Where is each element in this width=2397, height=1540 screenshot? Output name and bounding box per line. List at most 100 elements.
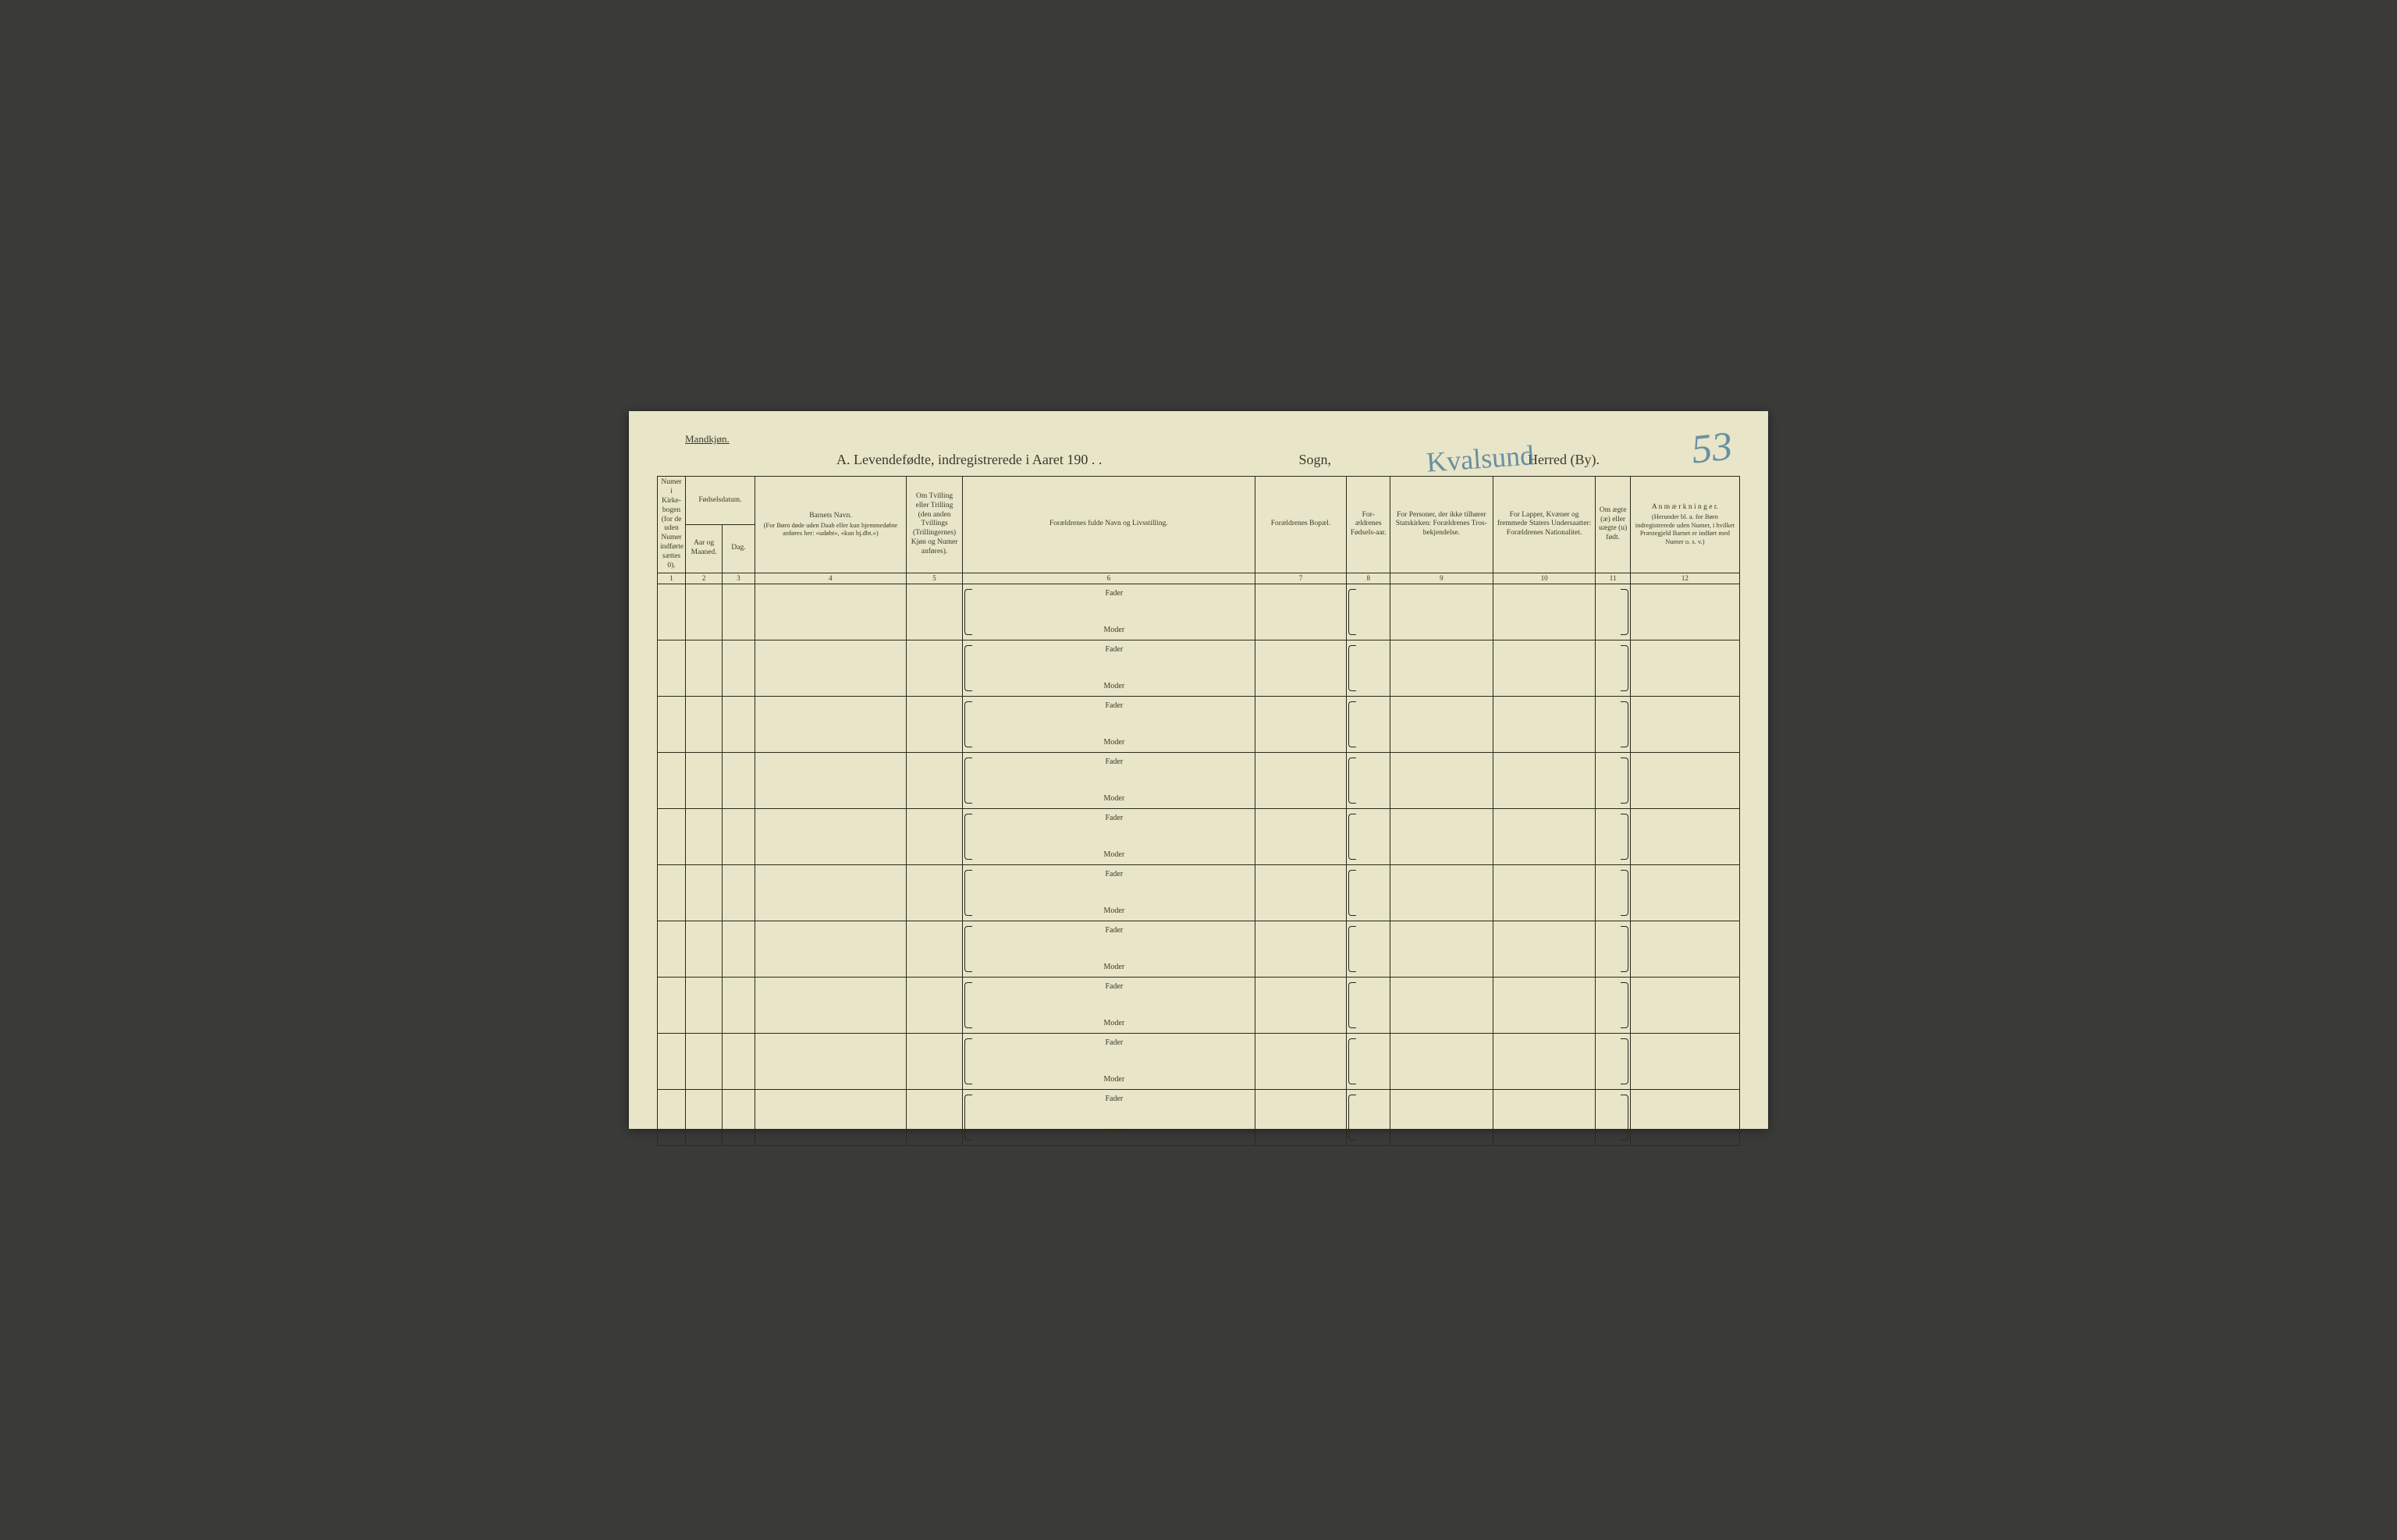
- cell: [723, 640, 755, 697]
- fader-label: Fader: [976, 645, 1252, 655]
- cell: [755, 584, 906, 640]
- parent-labels: Fader Moder: [965, 1095, 1252, 1141]
- cell: Fader Moder: [963, 978, 1255, 1034]
- cell: [686, 1090, 723, 1146]
- moder-label: Moder: [976, 1019, 1252, 1029]
- moder-label: Moder: [976, 907, 1252, 917]
- brace-icon: [964, 701, 972, 747]
- cell: [906, 978, 962, 1034]
- cell: [906, 1034, 962, 1090]
- brace-icon: [964, 982, 972, 1028]
- cell: [1596, 753, 1630, 809]
- parent-labels: FaderModer: [965, 926, 1252, 973]
- cell: [658, 809, 686, 865]
- brace-icon: [964, 589, 972, 635]
- cell: [1347, 753, 1390, 809]
- cell: [723, 921, 755, 978]
- colnum-3: 3: [723, 573, 755, 584]
- col-header-12: A n m æ r k n i n g e r. (Herunder bl. a…: [1630, 477, 1739, 573]
- colnum-8: 8: [1347, 573, 1390, 584]
- col-header-2-3-top: Fødselsdatum.: [686, 477, 755, 525]
- moder-label: Moder: [976, 963, 1252, 973]
- cell: [1347, 809, 1390, 865]
- cell: [1255, 640, 1347, 697]
- fader-label: Fader: [976, 701, 1252, 711]
- cell: [1630, 865, 1739, 921]
- colnum-4: 4: [755, 573, 906, 584]
- cell: [1255, 809, 1347, 865]
- cell: [1347, 640, 1390, 697]
- cell: [686, 584, 723, 640]
- cell: [1630, 978, 1739, 1034]
- colnum-2: 2: [686, 573, 723, 584]
- brace-icon: [1348, 814, 1356, 860]
- col-header-2-sub: Aar og Maaned.: [686, 524, 723, 573]
- colnum-11: 11: [1596, 573, 1630, 584]
- parent-labels: FaderModer: [965, 589, 1252, 636]
- col4-sub: (For Børn døde uden Daab eller kun hjemm…: [758, 521, 904, 538]
- fader-label: Fader: [976, 1095, 1252, 1105]
- cell: [906, 1090, 962, 1146]
- cell: [658, 1034, 686, 1090]
- moder-label: Moder: [976, 850, 1252, 860]
- table-body: Fader Moder Fader Moder Fader Moder Fader Moder…: [658, 584, 1740, 1146]
- col-header-9: For Personer, der ikke tilhører Statskir…: [1390, 477, 1493, 573]
- cell: [906, 921, 962, 978]
- cell: [1630, 753, 1739, 809]
- cell: [1493, 921, 1596, 978]
- cell: [755, 865, 906, 921]
- cell: [658, 584, 686, 640]
- cell: [723, 584, 755, 640]
- cell: [1630, 809, 1739, 865]
- brace-icon: [964, 1038, 972, 1084]
- cell: [1493, 1034, 1596, 1090]
- cell: [1390, 921, 1493, 978]
- brace-icon: [964, 814, 972, 860]
- cell: [1390, 753, 1493, 809]
- cell: [723, 753, 755, 809]
- cell: [1596, 809, 1630, 865]
- moder-label: Moder: [976, 1131, 1252, 1141]
- cell: [1493, 697, 1596, 753]
- column-number-row: 1 2 3 4 5 6 7 8 9 10 11 12: [658, 573, 1740, 584]
- table-header: Numer i Kirke-bogen (for de uden Numer i…: [658, 477, 1740, 584]
- table-row: Fader Moder: [658, 978, 1740, 1034]
- cell: FaderModer: [963, 921, 1255, 978]
- cell: [1347, 921, 1390, 978]
- fader-label: Fader: [976, 982, 1252, 992]
- moder-label: Moder: [976, 682, 1252, 692]
- col-header-7: Forældrenes Bopæl.: [1255, 477, 1347, 573]
- cell: [1493, 1090, 1596, 1146]
- cell: [1493, 640, 1596, 697]
- fader-label: Fader: [976, 870, 1252, 880]
- cell: [1255, 697, 1347, 753]
- cell: [1390, 584, 1493, 640]
- cell: [686, 753, 723, 809]
- cell: [1390, 1090, 1493, 1146]
- brace-icon: [1621, 589, 1628, 635]
- col-header-5: Om Tvilling eller Trilling (den anden Tv…: [906, 477, 962, 573]
- cell: [1630, 1090, 1739, 1146]
- cell: [1596, 978, 1630, 1034]
- parent-labels: Fader Moder: [965, 814, 1252, 860]
- parent-labels: Fader Moder: [965, 870, 1252, 917]
- brace-icon: [1348, 1038, 1356, 1084]
- cell: [723, 1090, 755, 1146]
- parent-labels: FaderModer: [965, 758, 1252, 804]
- cell: [1493, 584, 1596, 640]
- cell: [906, 865, 962, 921]
- table-row: Fader Moder: [658, 865, 1740, 921]
- cell: Fader Moder: [963, 865, 1255, 921]
- fader-label: Fader: [976, 814, 1252, 824]
- cell: [658, 921, 686, 978]
- cell: [755, 921, 906, 978]
- cell: Fader Moder: [963, 809, 1255, 865]
- cell: [1255, 921, 1347, 978]
- brace-icon: [1621, 758, 1628, 804]
- gender-label: Mandkjøn.: [685, 433, 1740, 445]
- cell: [755, 978, 906, 1034]
- moder-label: Moder: [976, 794, 1252, 804]
- cell: [1630, 640, 1739, 697]
- col-header-6: Forældrenes fulde Navn og Livsstilling.: [963, 477, 1255, 573]
- parent-labels: FaderModer: [965, 1038, 1252, 1085]
